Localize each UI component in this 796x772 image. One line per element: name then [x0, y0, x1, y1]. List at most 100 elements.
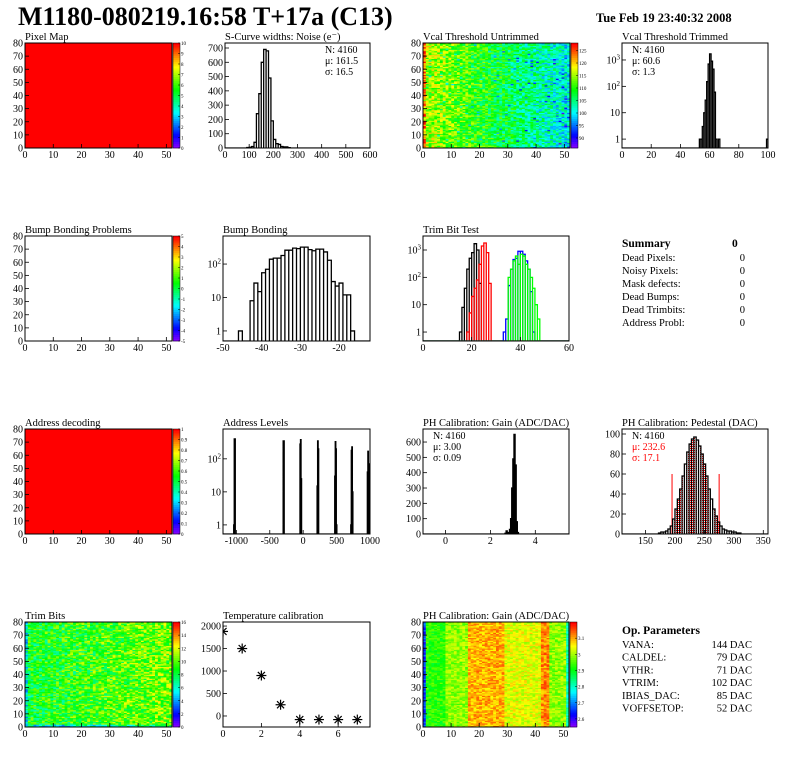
heatmap-cell [544, 65, 548, 67]
heatmap-cell [530, 124, 534, 126]
heatmap-cell [558, 130, 562, 133]
heatmap-cell [437, 117, 441, 120]
heatmap-cell [513, 44, 517, 46]
heatmap-cell [547, 62, 551, 65]
heatmap-cell [482, 100, 486, 103]
heatmap-cell [541, 117, 545, 120]
heatmap-cell [25, 639, 29, 641]
heatmap-cell [485, 52, 489, 54]
heatmap-cell [476, 136, 480, 138]
heatmap-cell [468, 107, 472, 109]
heatmap-cell [451, 44, 455, 46]
heatmap-cell [527, 123, 531, 125]
heatmap-cell [555, 70, 559, 73]
heatmap-cell [567, 141, 570, 144]
heatmap-cell [479, 61, 483, 63]
heatmap-cell [521, 48, 526, 50]
heatmap-cell [558, 117, 562, 120]
heatmap-cell [499, 88, 503, 91]
heatmap-cell [530, 112, 534, 115]
heatmap-cell [507, 119, 511, 121]
heatmap-cell [516, 117, 520, 120]
heatmap-cell [516, 78, 520, 81]
heatmap-cell [462, 67, 466, 70]
heatmap-cell [479, 64, 483, 66]
heatmap-cell [445, 82, 449, 84]
heatmap-cell [431, 64, 435, 66]
heatmap-cell [482, 67, 486, 70]
heatmap-cell [456, 132, 461, 134]
heatmap-cell [488, 123, 492, 125]
heatmap-cell [553, 77, 557, 79]
heatmap-cell [448, 116, 452, 119]
heatmap-cell [428, 85, 432, 87]
heatmap-cell [454, 92, 458, 95]
heatmap-cell [555, 79, 559, 82]
heatmap-cell [541, 134, 545, 137]
heatmap-cell [448, 54, 452, 57]
heatmap-cell [490, 124, 494, 126]
heatmap-cell [439, 46, 444, 49]
heatmap-cell [451, 98, 455, 100]
heatmap-cell [490, 103, 494, 105]
heatmap-cell [431, 144, 435, 146]
histogram-series-0 [622, 53, 768, 148]
heatmap-cell [428, 49, 432, 52]
heatmap-cell [519, 66, 523, 69]
palette-swatch [173, 315, 180, 319]
heatmap-cell [468, 133, 472, 136]
heatmap-cell [425, 78, 429, 81]
heatmap-cell [462, 44, 466, 46]
heatmap-cell [533, 43, 537, 45]
palette-tick-label: 0.5 [181, 481, 188, 486]
heatmap-cell [465, 146, 469, 148]
heatmap-cell [567, 83, 570, 86]
heatmap-cell [510, 92, 514, 95]
heatmap-cell [496, 145, 500, 147]
heatmap-cell [459, 57, 463, 60]
heatmap-cell [561, 125, 565, 128]
heatmap-cell [448, 117, 452, 120]
heatmap-cell [485, 96, 489, 99]
heatmap-cell [462, 88, 466, 91]
heatmap-cell [428, 124, 432, 126]
heatmap-cell [513, 43, 517, 45]
heatmap-cell [456, 54, 461, 57]
heatmap-cell [564, 96, 568, 99]
heatmap-cell [530, 137, 534, 140]
heatmap-cell [510, 52, 514, 54]
heatmap-cell [527, 60, 531, 62]
heatmap-cell [519, 145, 523, 147]
heatmap-cell [459, 60, 463, 62]
palette-swatch [173, 301, 180, 304]
fit-fill-bar [677, 499, 680, 534]
heatmap-cell [553, 73, 557, 75]
heatmap-cell [564, 91, 568, 94]
heatmap-cell [442, 137, 446, 140]
heatmap-cell [473, 90, 478, 92]
heatmap-cell [536, 58, 540, 61]
heatmap-cell [437, 103, 441, 105]
palette-swatch [173, 471, 180, 474]
heatmap-cell [442, 86, 446, 88]
heatmap-cell [488, 134, 492, 137]
fit-fill-bar [717, 522, 720, 534]
heatmap-cell [428, 82, 432, 84]
heatmap-cell [423, 92, 427, 95]
heatmap-cell [473, 74, 478, 77]
heatmap-cell [541, 120, 545, 123]
heatmap-cell [476, 109, 480, 112]
heatmap-cell [567, 54, 570, 57]
heatmap-cell [530, 71, 534, 74]
heatmap-cell [558, 75, 562, 78]
palette-swatch [173, 143, 180, 147]
heatmap-cell [425, 98, 429, 100]
heatmap-cell [25, 648, 29, 650]
heatmap-cell [25, 694, 29, 696]
heatmap-cell [442, 129, 446, 132]
heatmap-cell [451, 45, 455, 48]
canvas-title: M1180-080219.16:58 T+17a (C13) [18, 2, 393, 31]
palette-swatch [173, 437, 180, 440]
heatmap-cell [423, 117, 427, 120]
